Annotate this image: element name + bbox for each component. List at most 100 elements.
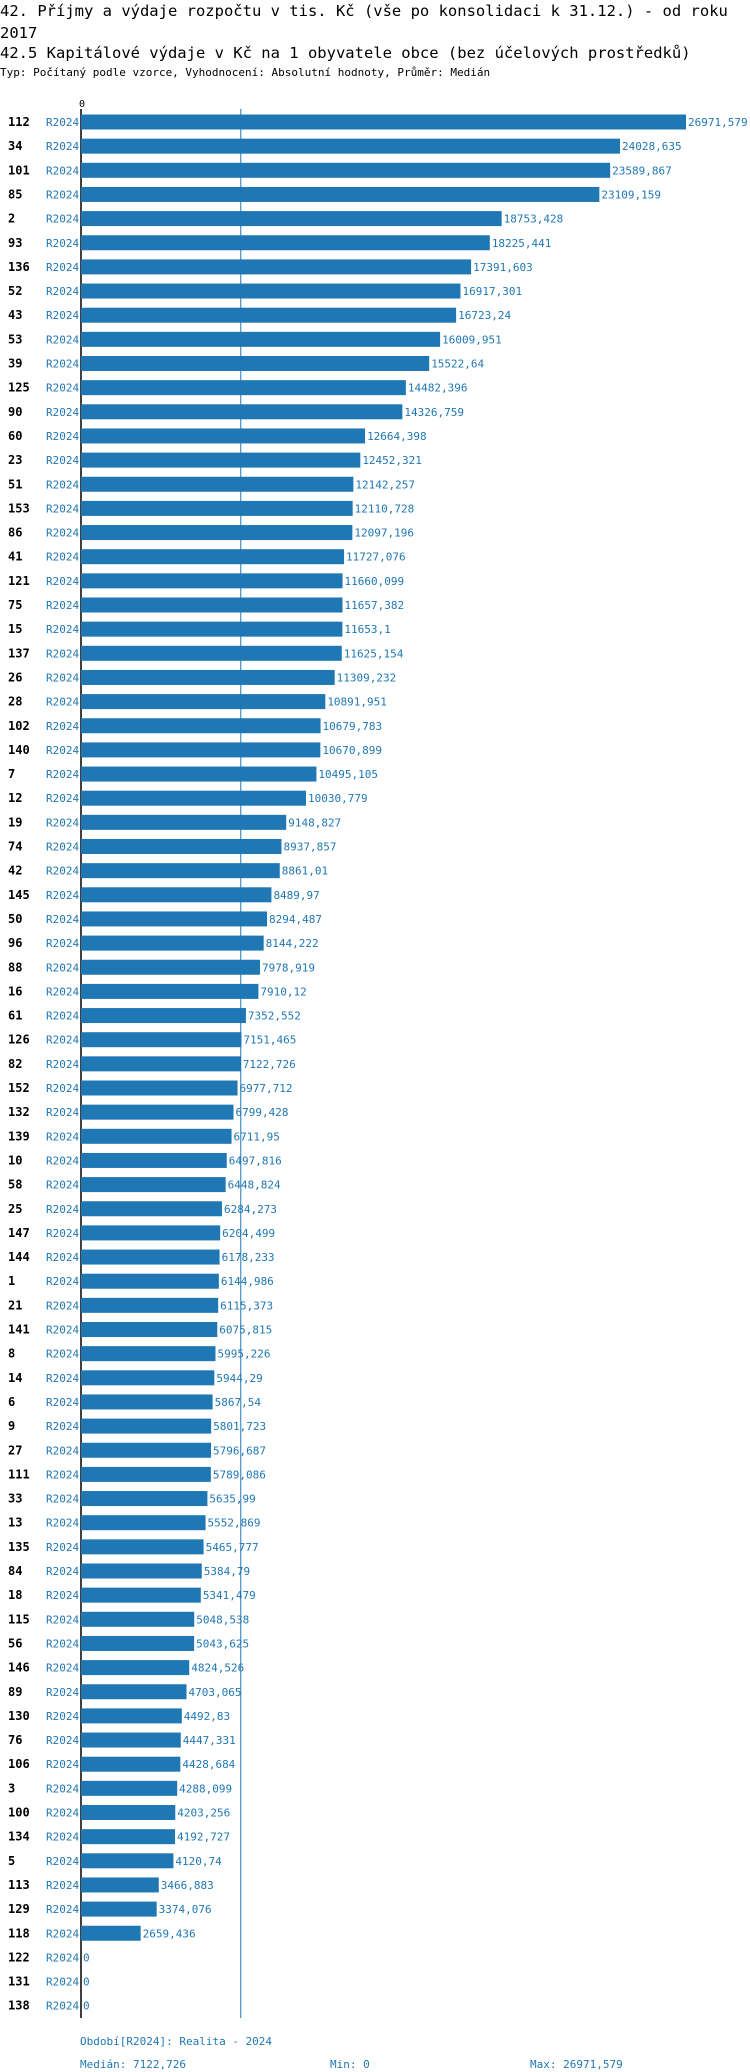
period-label: R2024 — [46, 261, 79, 274]
value-label: 8144,222 — [266, 937, 319, 950]
category-label: 7 — [8, 767, 15, 781]
category-label: 96 — [8, 936, 22, 950]
bar — [81, 911, 268, 927]
value-label: 6075,815 — [219, 1324, 272, 1337]
period-label: R2024 — [46, 406, 79, 419]
period-label: R2024 — [46, 309, 79, 322]
value-label: 12664,398 — [367, 430, 427, 443]
category-label: 136 — [8, 260, 30, 274]
category-label: 43 — [8, 308, 22, 322]
bar — [81, 404, 403, 420]
bar — [81, 283, 461, 299]
footer-median: Medián: 7122,726 — [80, 2058, 186, 2071]
period-label: R2024 — [46, 1324, 79, 1337]
bar — [81, 959, 260, 975]
category-label: 1 — [8, 1274, 15, 1288]
bar — [81, 1056, 241, 1072]
category-label: 126 — [8, 1033, 30, 1047]
category-label: 129 — [8, 1902, 30, 1916]
category-label: 152 — [8, 1081, 30, 1095]
period-label: R2024 — [46, 671, 79, 684]
period-label: R2024 — [46, 720, 79, 733]
bar — [81, 1273, 219, 1289]
period-label: R2024 — [46, 599, 79, 612]
value-label: 12452,321 — [362, 454, 422, 467]
bar — [81, 356, 430, 371]
value-label: 4428,684 — [182, 1758, 235, 1771]
bar — [81, 1660, 190, 1676]
value-label: 5867,54 — [215, 1396, 262, 1409]
category-label: 13 — [8, 1516, 22, 1530]
bar — [81, 476, 354, 492]
value-label: 10679,783 — [323, 720, 383, 733]
category-label: 86 — [8, 526, 22, 540]
value-label: 5465,777 — [206, 1541, 259, 1554]
bar — [81, 1805, 176, 1820]
value-label: 4703,065 — [188, 1686, 241, 1699]
category-label: 2 — [8, 212, 15, 226]
value-label: 10495,105 — [318, 768, 378, 781]
category-label: 100 — [8, 1806, 30, 1820]
category-label: 131 — [8, 1975, 30, 1989]
period-label: R2024 — [46, 1227, 79, 1240]
period-label: R2024 — [46, 1565, 79, 1578]
period-label: R2024 — [46, 454, 79, 467]
category-label: 28 — [8, 695, 22, 709]
value-label: 5048,538 — [196, 1613, 249, 1626]
period-label: R2024 — [46, 478, 79, 491]
period-label: R2024 — [46, 1734, 79, 1747]
bar — [81, 186, 600, 202]
value-label: 8861,01 — [282, 865, 328, 878]
category-label: 16 — [8, 984, 22, 998]
value-label: 8489,97 — [273, 889, 319, 902]
period-label: R2024 — [46, 2000, 79, 2013]
bar — [81, 235, 490, 251]
footer-period: Období[R2024]: Realita - 2024 — [80, 2035, 273, 2048]
category-label: 118 — [8, 1926, 30, 1940]
period-label: R2024 — [46, 140, 79, 153]
category-label: 61 — [8, 1009, 22, 1023]
bar — [81, 1297, 219, 1313]
value-label: 7151,465 — [243, 1034, 296, 1047]
category-label: 101 — [8, 163, 30, 177]
bar — [81, 1901, 157, 1917]
period-label: R2024 — [46, 1396, 79, 1409]
period-label: R2024 — [46, 213, 79, 226]
period-label: R2024 — [46, 333, 79, 346]
value-label: 6204,499 — [222, 1227, 275, 1240]
value-label: 23109,159 — [601, 188, 661, 201]
footer-max: Max: 26971,579 — [530, 2058, 623, 2071]
bar — [81, 1587, 201, 1603]
bar — [81, 742, 321, 758]
category-label: 139 — [8, 1129, 30, 1143]
period-label: R2024 — [46, 1855, 79, 1868]
category-label: 41 — [8, 550, 22, 564]
category-label: 115 — [8, 1612, 30, 1626]
category-label: 134 — [8, 1830, 30, 1844]
period-label: R2024 — [46, 1130, 79, 1143]
bar — [81, 1877, 159, 1893]
period-label: R2024 — [46, 1637, 79, 1650]
category-label: 144 — [8, 1250, 30, 1264]
value-label: 17391,603 — [473, 261, 533, 274]
period-label: R2024 — [46, 841, 79, 854]
category-label: 138 — [8, 1999, 30, 2013]
bar — [81, 1080, 238, 1096]
bar — [81, 1008, 246, 1024]
value-label: 0 — [83, 1951, 90, 1964]
bar — [81, 1853, 174, 1869]
value-label: 4447,331 — [183, 1734, 236, 1747]
bar — [81, 887, 272, 903]
category-label: 111 — [8, 1467, 30, 1481]
bar — [81, 1032, 242, 1048]
category-label: 10 — [8, 1153, 22, 1167]
value-label: 10891,951 — [327, 696, 387, 709]
value-label: 0 — [83, 1976, 90, 1989]
bar — [81, 259, 472, 275]
value-label: 16917,301 — [462, 285, 522, 298]
value-label: 5043,625 — [196, 1637, 249, 1650]
period-label: R2024 — [46, 1348, 79, 1361]
bar — [81, 814, 287, 830]
category-label: 56 — [8, 1636, 22, 1650]
